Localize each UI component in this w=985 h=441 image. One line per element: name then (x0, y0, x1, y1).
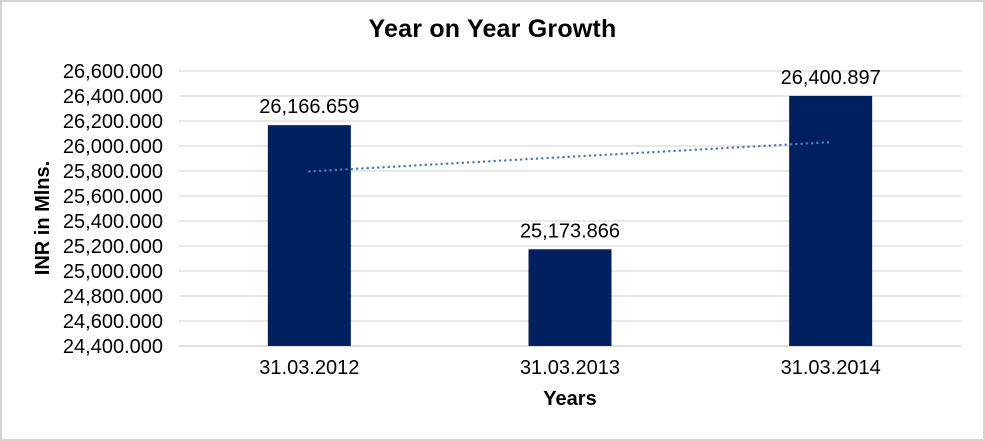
y-tick-label: 25,400.000 (63, 211, 163, 233)
x-axis-title: Years (543, 388, 597, 410)
chart-title: Year on Year Growth (368, 15, 617, 43)
y-tick-label: 26,600.000 (63, 61, 163, 83)
bar-data-label: 25,173.866 (520, 220, 620, 242)
x-category-label: 31.03.2012 (259, 357, 359, 379)
y-tick-label: 25,600.000 (63, 186, 163, 208)
y-tick-label: 26,200.000 (63, 111, 163, 133)
bar-data-label: 26,166.659 (259, 96, 359, 118)
trendline (308, 140, 832, 173)
y-tick-label: 24,800.000 (63, 286, 163, 308)
y-tick-label: 26,400.000 (63, 86, 163, 108)
bar (267, 125, 351, 346)
y-axis-title: INR in Mlns. (32, 160, 54, 276)
y-tick-label: 25,000.000 (63, 261, 163, 283)
y-tick-label: 24,400.000 (63, 336, 163, 358)
y-tick-label: 25,200.000 (63, 236, 163, 258)
bar-data-label: 26,400.897 (781, 67, 881, 89)
bar (528, 249, 612, 346)
x-category-label: 31.03.2013 (520, 357, 620, 379)
y-tick-label: 24,600.000 (63, 311, 163, 333)
y-tick-label: 25,800.000 (63, 161, 163, 183)
x-category-label: 31.03.2014 (781, 357, 881, 379)
bar (789, 95, 873, 346)
y-tick-label: 26,000.000 (63, 136, 163, 158)
